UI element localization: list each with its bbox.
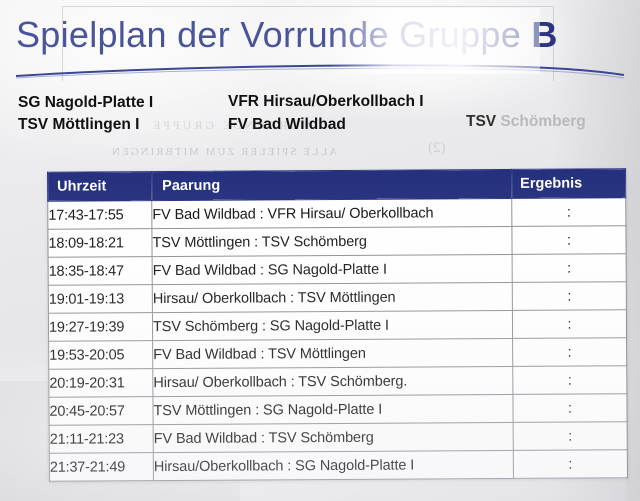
cell-pairing: FV Bad Wildbad : VFR Hirsau/ Oberkollbac… — [151, 198, 512, 229]
cell-pairing: FV Bad Wildbad : SG Nagold-Platte I — [152, 254, 513, 285]
cell-time: 18:35-18:47 — [48, 256, 153, 286]
column-header-paarung: Paarung — [151, 169, 512, 201]
table-header-row: Uhrzeit Paarung Ergebnis — [47, 168, 626, 202]
cell-pairing: TSV Schömberg : SG Nagold-Platte I — [152, 310, 513, 341]
schedule-table-container: Uhrzeit Paarung Ergebnis 17:43-17:55 FV B… — [47, 168, 628, 482]
team-list: SG Nagold-Platte I TSV Möttlingen I VFR … — [0, 88, 640, 146]
team-name: TSV Möttlingen I — [18, 116, 140, 133]
cell-pairing: Hirsau/ Oberkollbach : TSV Schömberg. — [152, 366, 513, 397]
cell-result[interactable]: : — [512, 253, 627, 283]
cell-result[interactable]: : — [512, 337, 627, 367]
team-name-faded: Schömberg — [500, 113, 586, 130]
page-title-text: Spielplan der Vorrunde Gruppe — [16, 14, 532, 55]
background-bleed-line1: ALLE SPIELER ZUM MITBRINGEN — [110, 146, 338, 158]
table-row: 21:11-21:23 FV Bad Wildbad : TSV Schömber… — [49, 421, 628, 454]
group-letter: B — [531, 14, 558, 55]
table-row: 20:45-20:57 TSV Möttlingen : SG Nagold-Pl… — [48, 393, 628, 426]
cell-time: 21:11-21:23 — [49, 424, 154, 454]
cell-time: 18:09-18:21 — [47, 228, 153, 258]
team-column-right: TSV Schömberg — [466, 113, 586, 131]
team-name: FV Bad Wildbad — [228, 116, 346, 133]
cell-time: 19:27-19:39 — [48, 312, 153, 342]
cell-result[interactable]: : — [512, 309, 627, 339]
table-row: 17:43-17:55 FV Bad Wildbad : VFR Hirsau/ … — [47, 197, 626, 230]
cell-result[interactable]: : — [512, 281, 627, 311]
cell-result[interactable]: : — [513, 449, 628, 479]
table-body: 17:43-17:55 FV Bad Wildbad : VFR Hirsau/ … — [47, 197, 628, 482]
schedule-table: Uhrzeit Paarung Ergebnis 17:43-17:55 FV B… — [47, 168, 628, 482]
cell-pairing: FV Bad Wildbad : TSV Schömberg — [153, 422, 514, 453]
table-row: 19:53-20:05 FV Bad Wildbad : TSV Möttling… — [48, 337, 627, 370]
table-row: 19:01-19:13 Hirsau/ Oberkollbach : TSV Mö… — [48, 281, 627, 314]
cell-result[interactable]: : — [512, 365, 627, 395]
cell-time: 17:43-17:55 — [47, 200, 152, 230]
column-header-ergebnis: Ergebnis — [511, 168, 626, 199]
team-name: TSV — [466, 113, 501, 130]
cell-result[interactable]: : — [512, 393, 628, 423]
cell-pairing: TSV Möttlingen : SG Nagold-Platte I — [152, 394, 514, 425]
cell-result[interactable]: : — [511, 197, 626, 227]
cell-pairing: TSV Möttlingen : TSV Schömberg — [151, 226, 513, 257]
cell-time: 19:53-20:05 — [48, 340, 153, 370]
table-row: 20:19-20:31 Hirsau/ Oberkollbach : TSV Sc… — [48, 365, 627, 398]
table-header: Uhrzeit Paarung Ergebnis — [47, 168, 626, 202]
table-row: 21:37-21:49 Hirsau/Oberkollbach : SG Nago… — [49, 449, 628, 482]
cell-time: 19:01-19:13 — [48, 284, 153, 314]
cell-time: 21:37-21:49 — [49, 452, 154, 482]
team-column-left: SG Nagold-Platte I TSV Möttlingen I — [18, 92, 153, 136]
table-row: 19:27-19:39 TSV Schömberg : SG Nagold-Pla… — [48, 309, 627, 342]
title-underline — [15, 64, 625, 79]
team-column-middle: VFR Hirsau/Oberkollbach I FV Bad Wildbad — [228, 90, 424, 136]
cell-result[interactable]: : — [511, 225, 627, 255]
team-name: VFR Hirsau/Oberkollbach I — [228, 93, 424, 110]
cell-pairing: FV Bad Wildbad : TSV Möttlingen — [152, 338, 513, 369]
cell-pairing: Hirsau/ Oberkollbach : TSV Möttlingen — [152, 282, 513, 313]
cell-time: 20:45-20:57 — [48, 396, 154, 426]
title-area: Spielplan der Vorrunde Gruppe B — [0, 8, 640, 79]
team-name: SG Nagold-Platte I — [18, 94, 154, 111]
page-title: Spielplan der Vorrunde Gruppe B — [16, 14, 558, 56]
cell-result[interactable]: : — [513, 421, 628, 451]
table-row: 18:35-18:47 FV Bad Wildbad : SG Nagold-Pl… — [48, 253, 627, 286]
table-row: 18:09-18:21 TSV Möttlingen : TSV Schömber… — [47, 225, 627, 258]
cell-time: 20:19-20:31 — [48, 368, 153, 398]
column-header-uhrzeit: Uhrzeit — [47, 171, 152, 202]
cell-pairing: Hirsau/Oberkollbach : SG Nagold-Platte I — [153, 450, 514, 481]
